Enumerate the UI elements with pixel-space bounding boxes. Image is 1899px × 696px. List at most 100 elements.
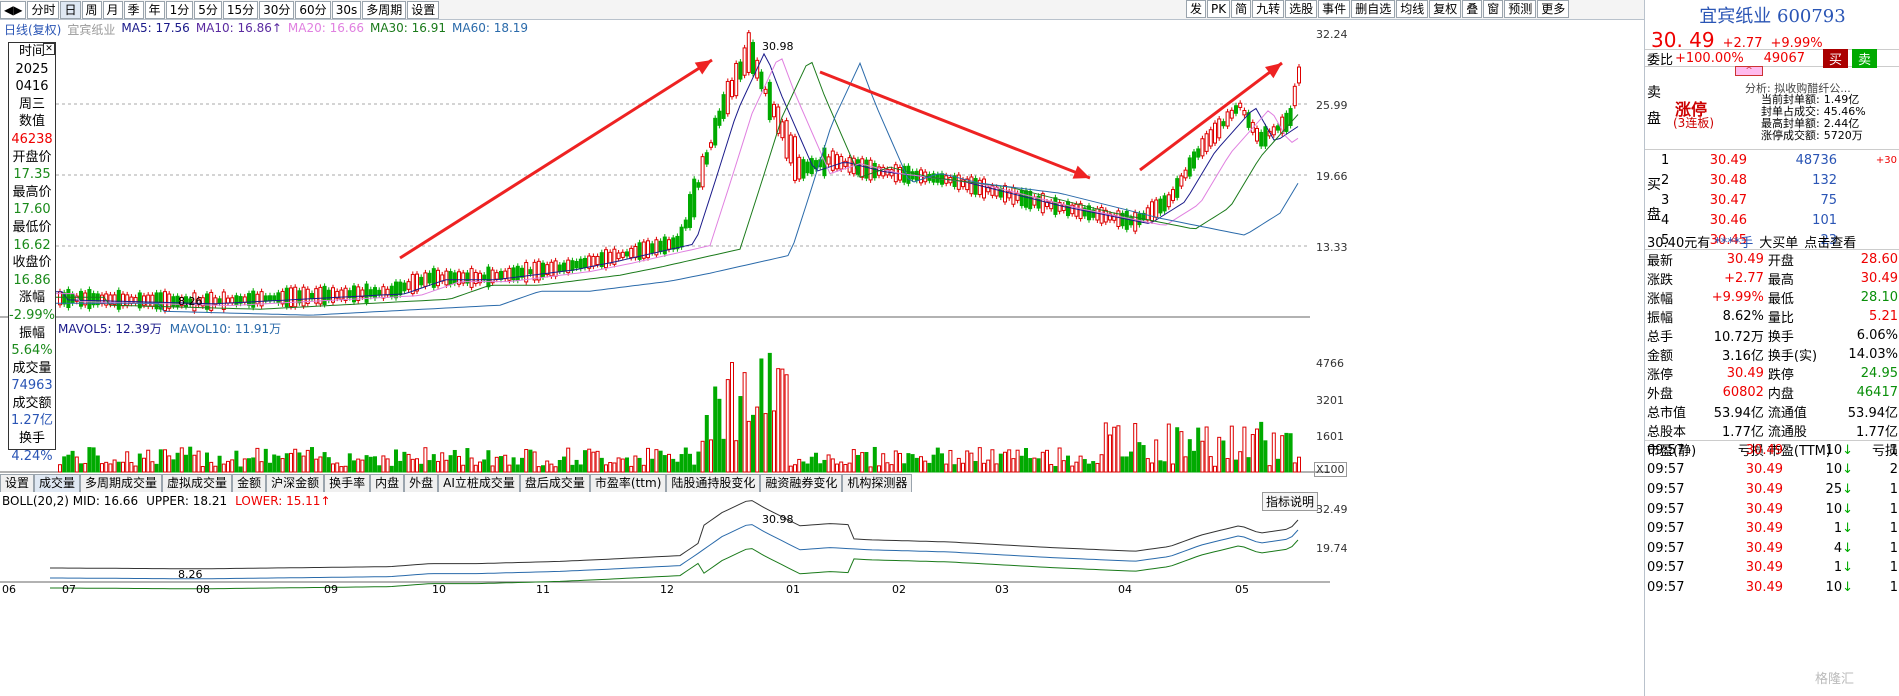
volume-bar <box>935 447 940 473</box>
volume-bar <box>990 449 995 473</box>
big-order-price: 30.40元有 <box>1647 236 1711 251</box>
volume-bar <box>814 452 818 473</box>
volume-bar <box>431 454 436 473</box>
candle <box>700 156 705 188</box>
toolbar-button[interactable]: 选股 <box>1285 0 1318 18</box>
volume-bar <box>62 456 67 473</box>
period-button[interactable]: 多周期 <box>362 0 407 19</box>
candle <box>402 282 407 292</box>
indicator-tab[interactable]: 陆股通持股变化 <box>666 474 761 492</box>
indicator-tab[interactable]: 盘后成交量 <box>519 474 590 492</box>
analysis-text[interactable]: 分析: 拟收购醋纤公... <box>1745 82 1851 95</box>
chevron-up-icon: ^ <box>1745 66 1753 76</box>
toolbar-button[interactable]: 九转 <box>1252 0 1285 18</box>
period-button[interactable]: 年 <box>144 0 165 19</box>
indicator-tab[interactable]: 换手率 <box>324 474 371 492</box>
candle <box>864 159 869 179</box>
candle <box>784 120 789 159</box>
period-button[interactable]: 月 <box>102 0 123 19</box>
toolbar-button[interactable]: 窗 <box>1483 0 1504 18</box>
indicator-tab[interactable]: 融资融券变化 <box>760 474 843 492</box>
toolbar-button[interactable]: 均线 <box>1396 0 1429 18</box>
close-icon[interactable]: ✕ <box>43 43 55 55</box>
volume-bar <box>654 449 659 473</box>
volume-bar <box>242 458 247 473</box>
toolbar-button[interactable]: PK <box>1207 0 1231 18</box>
quote-label: 换手 <box>1767 330 1794 345</box>
candle <box>364 283 369 303</box>
period-button[interactable]: 30分 <box>259 0 295 19</box>
collapse-toggle[interactable]: ^ <box>1735 66 1763 76</box>
toolbar-button[interactable]: 复权 <box>1429 0 1462 18</box>
boll-low-label: 8.26 <box>178 568 203 581</box>
bid-row[interactable]: 1 30.49 48736 +30 <box>1659 150 1899 170</box>
period-button[interactable]: 季 <box>123 0 144 19</box>
indicator-tab[interactable]: 机构探测器 <box>842 474 913 492</box>
period-button[interactable]: 1分 <box>165 0 194 19</box>
quote-label: 内盘 <box>1767 387 1794 402</box>
period-button[interactable]: 60分 <box>295 0 331 19</box>
tick-time: 09:57 <box>1647 481 1685 497</box>
period-button[interactable]: 分时 <box>27 0 60 19</box>
indicator-tab[interactable]: 市盈率(ttm) <box>589 474 667 492</box>
candle <box>79 290 83 307</box>
candle <box>965 178 970 191</box>
volume-bar <box>599 457 604 473</box>
candle <box>868 159 873 181</box>
toolbar-button[interactable]: 更多 <box>1537 0 1570 18</box>
period-button[interactable]: 15分 <box>222 0 259 19</box>
candle <box>146 294 151 307</box>
bid-level: 4 <box>1661 212 1670 228</box>
indicator-tab[interactable]: 金额 <box>232 474 267 492</box>
indicator-tab[interactable]: 多周期成交量 <box>80 474 163 492</box>
bid-row[interactable]: 4 30.46 101 <box>1659 210 1899 230</box>
quote-value: 10.72万 <box>1713 330 1764 345</box>
toolbar-button[interactable]: 叠 <box>1462 0 1483 18</box>
info-value: -2.99% <box>9 307 55 323</box>
tick-price: 30.49 <box>1745 540 1783 556</box>
volume-bar <box>137 453 142 473</box>
nav-arrows[interactable]: ◀▶ <box>0 0 27 19</box>
toolbar-button[interactable]: 预测 <box>1504 0 1537 18</box>
volume-bar <box>801 461 806 473</box>
sell-button[interactable]: 卖 <box>1852 48 1878 68</box>
indicator-tab[interactable]: 设置 <box>0 474 35 492</box>
indicator-tab[interactable]: 内盘 <box>370 474 405 492</box>
candle <box>679 226 684 248</box>
big-order-view-link[interactable]: 点击查看 <box>1804 236 1857 251</box>
indicator-tab[interactable]: 虚拟成交量 <box>162 474 233 492</box>
date-axis-label: 08 <box>196 583 210 596</box>
tick-volume-value: 4 <box>1833 540 1843 556</box>
indicator-tab[interactable]: 沪深金额 <box>266 474 325 492</box>
price-axis-label: 13.33 <box>1316 241 1348 254</box>
volume-bar <box>116 461 121 473</box>
toolbar-button[interactable]: 删自选 <box>1351 0 1396 18</box>
quote-row: 涨幅 +9.99% 最低 28.10 <box>1645 288 1899 307</box>
period-button[interactable]: 30s <box>331 0 362 19</box>
period-button[interactable]: 设置 <box>407 0 440 19</box>
indicator-tab[interactable]: 外盘 <box>404 474 439 492</box>
period-button[interactable]: 周 <box>81 0 102 19</box>
volume-bar <box>490 465 495 473</box>
bid-row[interactable]: 3 30.47 75 <box>1659 190 1899 210</box>
buy-button[interactable]: 买 <box>1823 48 1849 68</box>
volume-bar <box>587 448 592 473</box>
toolbar-button[interactable]: 发 <box>1186 0 1207 18</box>
candle <box>520 267 524 278</box>
volume-bar <box>910 454 915 473</box>
bid-volume: 132 <box>1812 172 1837 188</box>
candle <box>423 272 428 287</box>
quote-label: 量比 <box>1767 311 1794 326</box>
kline-chart[interactable] <box>0 30 1330 690</box>
volume-axis-label: 4766 <box>1316 357 1344 370</box>
toolbar-button[interactable]: 事件 <box>1318 0 1351 18</box>
bid-row[interactable]: 5 30.45 23 <box>1659 230 1899 250</box>
candle <box>721 94 726 119</box>
period-button[interactable]: 日 <box>60 0 81 19</box>
indicator-tab[interactable]: 成交量 <box>34 474 81 492</box>
period-button[interactable]: 5分 <box>194 0 222 19</box>
indicator-help-button[interactable]: 指标说明 <box>1262 492 1319 511</box>
bid-row[interactable]: 2 30.48 132 <box>1659 170 1899 190</box>
indicator-tab[interactable]: AI立桩成交量 <box>438 474 520 492</box>
toolbar-button[interactable]: 简 <box>1231 0 1252 18</box>
